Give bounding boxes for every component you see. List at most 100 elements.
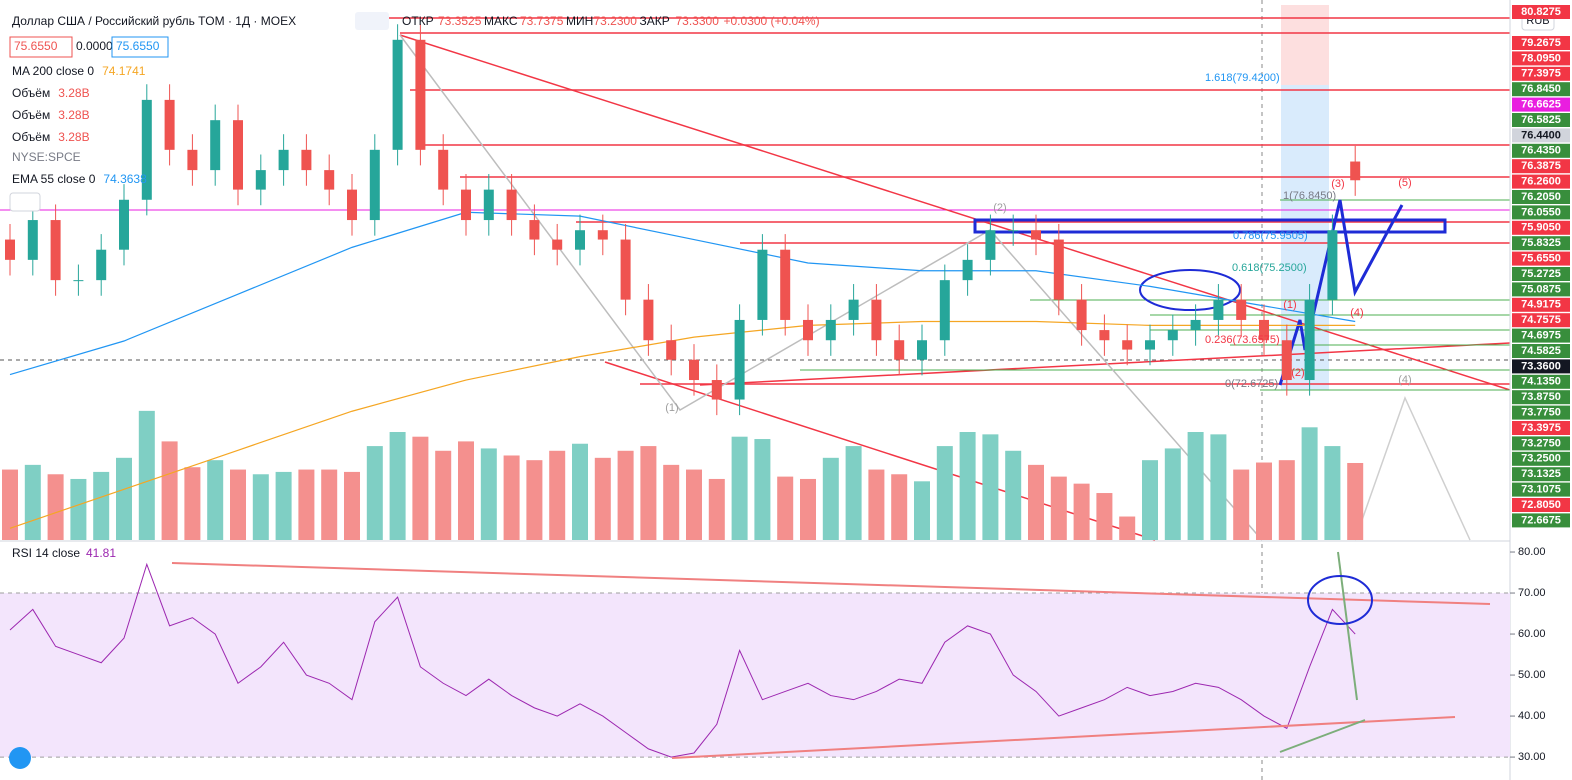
price-label-bg [1512,66,1570,81]
volume-bar [252,474,269,540]
price-label-bg [1512,113,1570,127]
annotation: (1) [1283,299,1296,311]
volume-bar [1233,469,1250,540]
volume-bar [936,446,953,540]
volume-bar [93,471,110,540]
volume-bar [161,441,178,540]
volume-bar [1324,446,1341,540]
candle-body [1327,230,1338,300]
price-label-bg [1512,97,1570,112]
volume-bar [1278,460,1295,540]
quote-box [111,36,169,58]
price-label-bg [1512,51,1570,66]
price-label-bg [1512,436,1570,451]
candle-body [1281,340,1292,381]
price-label: 75.6550 [1521,253,1561,265]
volume-bar [298,469,315,540]
annotation: 1(76.8450) [1283,190,1336,202]
annotation: (4) [1350,307,1363,319]
annotation: (2) [993,202,1006,214]
legend-name: MA 200 close 0 [12,64,94,78]
candle-body [666,340,677,360]
ohlc-value: 73.7375 [520,14,564,28]
candle-body [1099,330,1110,341]
volume-bar [754,439,771,540]
highlight [1139,269,1241,311]
legend-name: EMA 55 close 0 [12,172,96,186]
price-label-bg [1512,36,1570,50]
price-label: 74.6975 [1521,330,1561,342]
candle-body [529,220,540,240]
wave-line [1354,395,1471,541]
candle-body [848,299,859,320]
button[interactable] [355,12,389,30]
price-label-bg [1512,82,1570,97]
legend-name: Объём [12,86,50,100]
legend-value: 74.3638 [103,172,147,186]
volume-bar [207,460,224,540]
candle-body [1053,239,1064,300]
candle-body [73,280,84,282]
price-label-bg [1512,190,1570,204]
annotation: 1.618(79.4200) [1205,72,1280,84]
price-label: 73.3975 [1521,422,1561,434]
price-label: 72.6675 [1521,514,1561,526]
volume-bar [435,450,452,540]
volume-bar [1301,427,1318,540]
candle-body [1122,340,1133,350]
candle-body [96,249,107,281]
ask: 75.6550 [116,39,160,53]
trend-line [699,342,1511,386]
price-label: 76.3875 [1521,160,1561,172]
volume-bar [366,446,383,540]
price-label: 76.4350 [1521,145,1561,157]
volume-bar [138,410,155,540]
candle-body [1236,299,1247,320]
volume-bar [777,476,794,540]
rsi-drawings [9,551,1491,769]
price-label: 73.3600 [1521,360,1561,372]
candle-body [1076,299,1087,331]
volume-bar [1119,516,1136,540]
price-label: 76.6625 [1521,99,1561,111]
legend-name: Объём [12,108,50,122]
volume-bar [663,464,680,540]
volume-bar [617,450,634,540]
price-label: 73.8750 [1521,391,1561,403]
candle-body [347,189,357,221]
ohlc-label: ЗАКР [640,14,670,28]
candle-body [780,249,791,320]
volume-bar [275,471,292,540]
candle-body [985,230,996,260]
candle-body [962,259,973,281]
price-label-bg [1512,236,1570,251]
candle-body [119,199,129,250]
volume-bar [549,450,566,540]
candle-body [210,120,221,171]
volume-bar [914,481,930,540]
volume-bar [184,467,201,540]
price-label-bg [1512,297,1570,312]
candle-body [369,149,380,221]
collapse-button[interactable] [9,192,41,212]
symbol: NYSE:SPCE [12,150,81,164]
volume-bar [686,469,702,540]
candle-body [1190,319,1201,331]
candle-body [643,299,654,341]
price-label: 72.8050 [1521,499,1561,511]
candle-body [141,99,152,200]
volume-bar [1256,462,1272,540]
volume-bar [1164,448,1181,540]
volume-bar [480,448,497,540]
candle-body [278,149,289,171]
volume-bar [412,436,429,540]
rsi-legend: RSI 14 close [12,546,80,560]
volume-bar [526,460,543,540]
annotation: (4) [1398,374,1411,386]
y-tick-label: 30.00 [1518,751,1546,763]
annotation: 0.236(73.6575) [1205,334,1280,346]
price-label-bg [1512,467,1570,482]
candle-body [164,99,175,150]
candle-body [825,319,836,341]
price-label: 73.2500 [1521,453,1561,465]
